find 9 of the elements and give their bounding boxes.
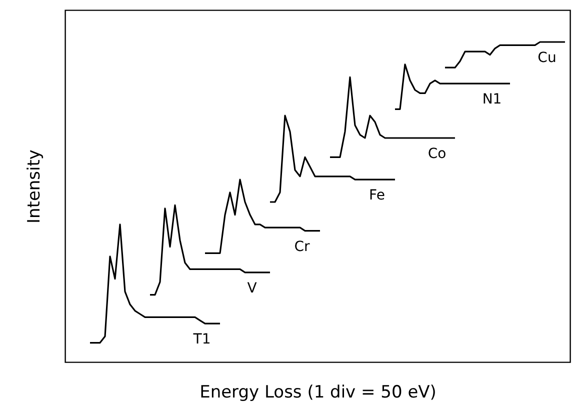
series-label: Co [428, 146, 446, 162]
series-label: V [247, 280, 258, 296]
series-label: Fe [369, 188, 385, 204]
x-axis-title: Energy Loss (1 div = 50 eV) [200, 382, 436, 402]
series-label: Cr [294, 238, 310, 255]
y-axis-title: Intensity [24, 150, 44, 224]
series-label: N1 [482, 92, 502, 108]
series-label: T1 [192, 332, 211, 348]
series-label: Cu [538, 50, 556, 66]
